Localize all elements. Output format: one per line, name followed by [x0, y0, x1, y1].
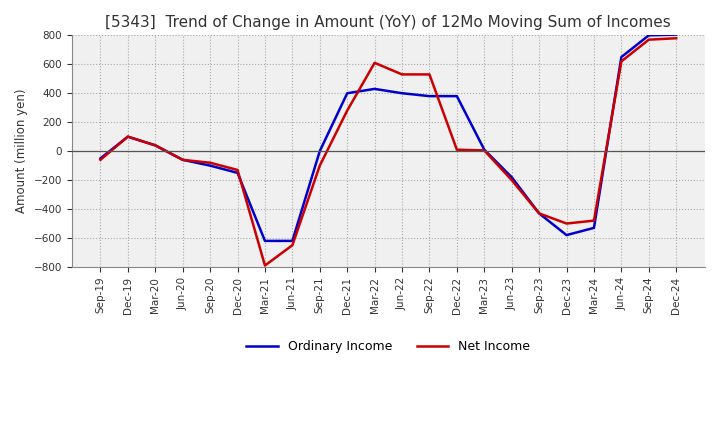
Net Income	[397, 72, 406, 77]
Net Income	[96, 157, 105, 162]
Ordinary Income	[151, 143, 160, 148]
Ordinary Income	[453, 93, 462, 99]
Ordinary Income	[370, 86, 379, 92]
Net Income	[508, 177, 516, 183]
Ordinary Income	[315, 149, 324, 154]
Net Income	[644, 37, 653, 42]
Net Income	[535, 211, 544, 216]
Net Income	[425, 72, 433, 77]
Ordinary Income	[96, 156, 105, 161]
Net Income	[370, 60, 379, 66]
Net Income	[179, 157, 187, 162]
Ordinary Income	[562, 232, 571, 238]
Net Income	[453, 147, 462, 152]
Title: [5343]  Trend of Change in Amount (YoY) of 12Mo Moving Sum of Incomes: [5343] Trend of Change in Amount (YoY) o…	[105, 15, 671, 30]
Line: Ordinary Income: Ordinary Income	[101, 35, 676, 241]
Net Income	[590, 218, 598, 223]
Ordinary Income	[261, 238, 269, 243]
Ordinary Income	[206, 163, 215, 168]
Ordinary Income	[124, 134, 132, 139]
Net Income	[562, 221, 571, 226]
Ordinary Income	[617, 55, 626, 60]
Net Income	[233, 167, 242, 172]
Net Income	[672, 36, 680, 41]
Net Income	[343, 108, 351, 113]
Ordinary Income	[480, 147, 489, 152]
Net Income	[124, 134, 132, 139]
Ordinary Income	[590, 225, 598, 231]
Ordinary Income	[397, 91, 406, 96]
Ordinary Income	[343, 91, 351, 96]
Y-axis label: Amount (million yen): Amount (million yen)	[15, 89, 28, 213]
Ordinary Income	[288, 238, 297, 243]
Net Income	[206, 160, 215, 165]
Legend: Ordinary Income, Net Income: Ordinary Income, Net Income	[241, 335, 535, 358]
Ordinary Income	[644, 33, 653, 38]
Line: Net Income: Net Income	[101, 38, 676, 265]
Ordinary Income	[179, 157, 187, 162]
Net Income	[261, 263, 269, 268]
Ordinary Income	[233, 170, 242, 176]
Net Income	[288, 242, 297, 248]
Ordinary Income	[508, 175, 516, 180]
Ordinary Income	[425, 93, 433, 99]
Ordinary Income	[672, 32, 680, 37]
Ordinary Income	[535, 211, 544, 216]
Net Income	[315, 163, 324, 168]
Net Income	[617, 59, 626, 64]
Net Income	[151, 143, 160, 148]
Net Income	[480, 148, 489, 153]
